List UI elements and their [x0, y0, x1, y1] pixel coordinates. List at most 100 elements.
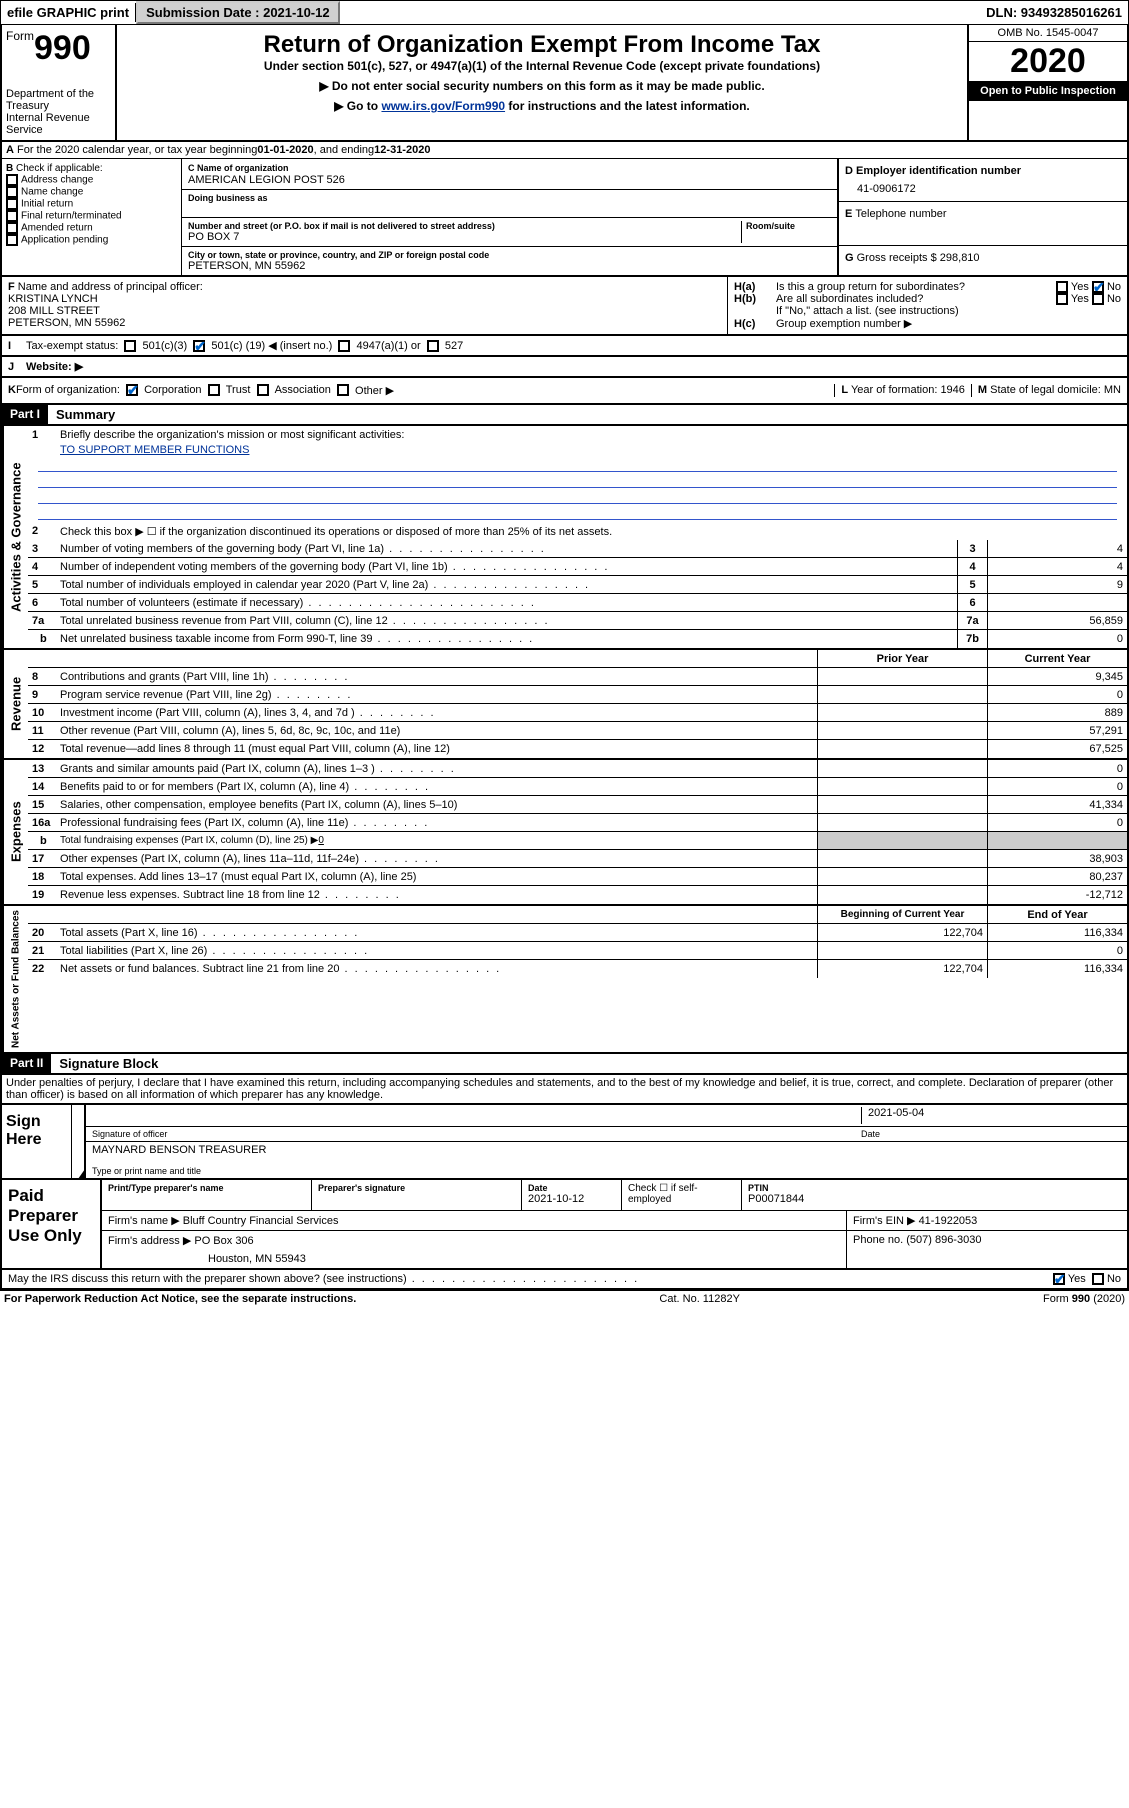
- association-checkbox[interactable]: [257, 384, 269, 396]
- line-17-text: Other expenses (Part IX, column (A), lin…: [56, 851, 817, 867]
- line-13-value: 0: [987, 760, 1127, 777]
- row-a-pre: For the 2020 calendar year, or tax year …: [17, 144, 257, 156]
- k-opt4: Other ▶: [355, 384, 394, 397]
- ha-no-checkbox[interactable]: [1092, 281, 1104, 293]
- i-opt3: 4947(a)(1) or: [356, 340, 420, 352]
- firm-ein-label: Firm's EIN ▶: [853, 1215, 916, 1227]
- 501c3-checkbox[interactable]: [124, 340, 136, 352]
- line-11-value: 57,291: [987, 722, 1127, 739]
- mission-text[interactable]: TO SUPPORT MEMBER FUNCTIONS: [60, 444, 249, 456]
- other-checkbox[interactable]: [337, 384, 349, 396]
- sign-here-label: Sign Here: [2, 1105, 72, 1178]
- 527-checkbox[interactable]: [427, 340, 439, 352]
- underline: [38, 458, 1117, 472]
- b-opt2: Name change: [21, 187, 83, 198]
- b-opt4: Final return/terminated: [21, 211, 122, 222]
- form-subtitle: Under section 501(c), 527, or 4947(a)(1)…: [125, 59, 959, 73]
- final-return-checkbox[interactable]: [6, 210, 18, 222]
- officer-street: 208 MILL STREET: [8, 305, 100, 317]
- sign-here-section: Sign Here 2021-05-04 Signature of office…: [0, 1103, 1129, 1180]
- line-6-value: [987, 594, 1127, 611]
- hb-yes-checkbox[interactable]: [1056, 293, 1068, 305]
- no-label-2: No: [1107, 293, 1121, 305]
- i-opt1: 501(c)(3): [143, 340, 188, 352]
- section-fh: F Name and address of principal officer:…: [0, 277, 1129, 336]
- line-15-value: 41,334: [987, 796, 1127, 813]
- j-label: Website: ▶: [26, 360, 83, 373]
- k-opt1: Corporation: [144, 384, 201, 397]
- date-label: Date: [861, 1129, 1121, 1139]
- initial-return-checkbox[interactable]: [6, 198, 18, 210]
- l-label: Year of formation:: [851, 384, 937, 396]
- firm-addr-label: Firm's address ▶: [108, 1235, 191, 1247]
- discuss-no-checkbox[interactable]: [1092, 1273, 1104, 1285]
- part-i-title: Summary: [48, 405, 123, 424]
- 501c-checkbox[interactable]: [193, 340, 205, 352]
- discuss-yes-checkbox[interactable]: [1053, 1273, 1065, 1285]
- dln-label: DLN: 93493285016261: [980, 3, 1128, 22]
- revenue-section: Revenue Prior YearCurrent Year 8Contribu…: [0, 650, 1129, 760]
- line-18-text: Total expenses. Add lines 13–17 (must eq…: [56, 869, 817, 885]
- i-opt4: 527: [445, 340, 463, 352]
- line-17-value: 38,903: [987, 850, 1127, 867]
- addr-label: Number and street (or P.O. box if mail i…: [188, 221, 741, 231]
- col-deg: D Employer identification number 41-0906…: [837, 159, 1127, 275]
- submission-date-button[interactable]: Submission Date : 2021-10-12: [136, 1, 340, 24]
- expenses-tab: Expenses: [2, 760, 28, 904]
- ha-yes-checkbox[interactable]: [1056, 281, 1068, 293]
- line-22-begin: 122,704: [817, 960, 987, 978]
- line-10-value: 889: [987, 704, 1127, 721]
- begin-year-header: Beginning of Current Year: [817, 906, 987, 923]
- b-opt3: Initial return: [21, 199, 73, 210]
- part-i-header: Part I Summary: [0, 405, 1129, 426]
- tax-year: 2020: [969, 42, 1127, 81]
- instructions-link[interactable]: www.irs.gov/Form990: [381, 99, 505, 113]
- i-opt2-pre: 501(c) (: [211, 340, 249, 352]
- line-14-text: Benefits paid to or for members (Part IX…: [56, 779, 817, 795]
- prep-sig-label: Preparer's signature: [318, 1183, 515, 1193]
- trust-checkbox[interactable]: [208, 384, 220, 396]
- line-3-text: Number of voting members of the governin…: [56, 541, 957, 557]
- amended-return-checkbox[interactable]: [6, 222, 18, 234]
- b-opt1: Address change: [21, 175, 93, 186]
- line-18-value: 80,237: [987, 868, 1127, 885]
- address-change-checkbox[interactable]: [6, 174, 18, 186]
- line-6-text: Total number of volunteers (estimate if …: [56, 595, 957, 611]
- line-14-value: 0: [987, 778, 1127, 795]
- i-opt2-post: ) ◀ (insert no.): [261, 339, 332, 352]
- room-label: Room/suite: [746, 221, 831, 231]
- discuss-text: May the IRS discuss this return with the…: [8, 1273, 1053, 1285]
- line-13-text: Grants and similar amounts paid (Part IX…: [56, 761, 817, 777]
- name-change-checkbox[interactable]: [6, 186, 18, 198]
- k-opt3: Association: [275, 384, 331, 397]
- yes-label-3: Yes: [1068, 1273, 1086, 1285]
- open-inspection: Open to Public Inspection: [969, 81, 1127, 101]
- col-cde: C Name of organization AMERICAN LEGION P…: [182, 159, 837, 275]
- 4947-checkbox[interactable]: [338, 340, 350, 352]
- current-year-header: Current Year: [987, 650, 1127, 667]
- firm-ein: 41-1922053: [919, 1215, 978, 1227]
- city-label: City or town, state or province, country…: [188, 250, 831, 260]
- i-label: Tax-exempt status:: [26, 340, 118, 352]
- part-ii-label: Part II: [2, 1054, 51, 1073]
- e-label: Telephone number: [855, 208, 946, 220]
- prep-date-label: Date: [528, 1183, 615, 1193]
- line-7b-text: Net unrelated business taxable income fr…: [56, 631, 957, 647]
- col-f: F Name and address of principal officer:…: [2, 277, 727, 334]
- corporation-checkbox[interactable]: [126, 384, 138, 396]
- activities-governance-section: Activities & Governance 1Briefly describ…: [0, 426, 1129, 650]
- g-label: Gross receipts $: [857, 252, 937, 264]
- form-header: Form990 Department of the Treasury Inter…: [0, 25, 1129, 142]
- line-10-text: Investment income (Part VIII, column (A)…: [56, 705, 817, 721]
- phone-value: (507) 896-3030: [906, 1234, 981, 1246]
- ptin-label: PTIN: [748, 1183, 1121, 1193]
- expenses-section: Expenses 13Grants and similar amounts pa…: [0, 760, 1129, 906]
- hb-no-checkbox[interactable]: [1092, 293, 1104, 305]
- line-4-value: 4: [987, 558, 1127, 575]
- application-pending-checkbox[interactable]: [6, 234, 18, 246]
- h-b-note: If "No," attach a list. (see instruction…: [734, 305, 1121, 317]
- insert-no: 19: [249, 340, 261, 352]
- prep-name-label: Print/Type preparer's name: [108, 1183, 305, 1193]
- prep-date: 2021-10-12: [528, 1193, 615, 1205]
- note2-pre: Go to: [347, 99, 382, 113]
